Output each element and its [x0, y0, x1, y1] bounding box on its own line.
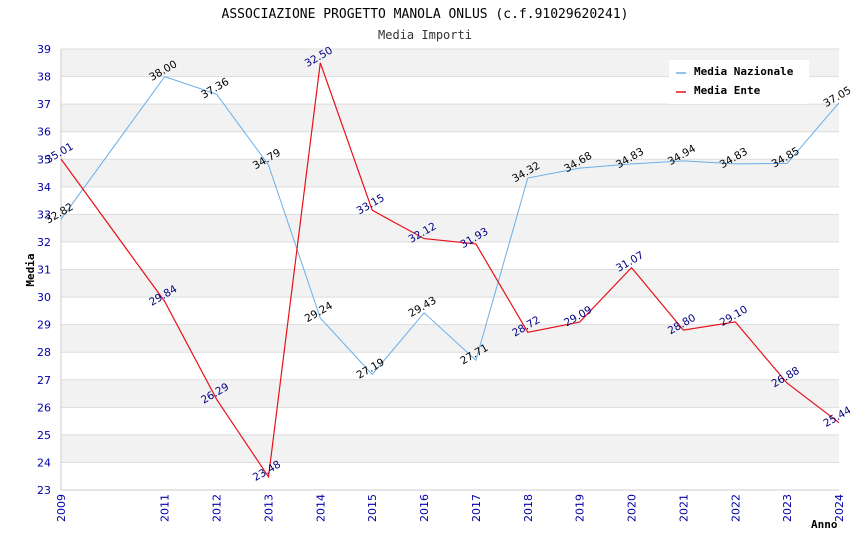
chart-subtitle: Media Importi [378, 28, 472, 42]
x-tick-label: 2023 [781, 494, 794, 522]
y-tick-label: 27 [37, 374, 51, 387]
x-tick-label: 2024 [833, 494, 846, 522]
grid-band [61, 352, 839, 380]
y-tick-label: 30 [37, 291, 51, 304]
grid-band [61, 462, 839, 490]
x-tick-label: 2013 [262, 494, 275, 522]
x-tick-label: 2019 [574, 494, 587, 522]
grid-band [61, 186, 839, 215]
x-tick-label: 2017 [470, 494, 483, 522]
y-tick-label: 39 [37, 43, 51, 56]
x-tick-label: 2009 [55, 494, 68, 522]
grid-band [61, 241, 839, 270]
legend-box [669, 60, 809, 104]
x-axis-label: Anno [811, 518, 838, 531]
grid-band [61, 434, 839, 463]
x-tick-label: 2011 [159, 494, 172, 522]
grid-band [61, 159, 839, 187]
series-lines [60, 62, 840, 479]
series-line-media-ente [60, 62, 840, 479]
y-tick-label: 28 [37, 346, 51, 359]
chart-legend: Media Nazionale Media Ente [669, 60, 809, 104]
x-tick-label: 2016 [418, 494, 431, 522]
x-tick-label: 2015 [366, 494, 379, 522]
y-tick-label: 33 [37, 208, 51, 221]
y-tick-label: 38 [37, 71, 51, 84]
x-tick-label: 2021 [677, 494, 690, 522]
x-tick-label: 2012 [211, 494, 224, 522]
grid-band [61, 214, 839, 242]
series-line-media-nazionale [60, 76, 840, 376]
y-axis-ticks: 23 24 25 26 27 28 29 30 31 32 33 34 35 36 37 38 39 [37, 43, 51, 497]
x-axis-ticks: 2009 2011 2012 2013 2014 2015 2016 2017 2018 2019… [55, 494, 846, 522]
plot-grid [60, 48, 839, 491]
x-tick-label: 2020 [626, 494, 639, 522]
grid-band [61, 104, 839, 132]
y-tick-label: 31 [37, 264, 51, 277]
y-tick-label: 24 [37, 456, 51, 469]
y-axis-label: Media [24, 253, 37, 286]
y-tick-label: 35 [37, 153, 51, 166]
legend-entry-media-ente: Media Ente [694, 84, 761, 97]
y-tick-label: 36 [37, 126, 51, 139]
grid-band [61, 297, 839, 325]
grid-band [61, 407, 839, 435]
grid-band [61, 324, 839, 353]
y-tick-label: 34 [37, 181, 51, 194]
y-tick-label: 23 [37, 484, 51, 497]
y-tick-label: 26 [37, 401, 51, 414]
y-tick-label: 25 [37, 429, 51, 442]
grid-band [61, 269, 839, 298]
y-tick-label: 32 [37, 236, 51, 249]
grid-band [61, 131, 839, 160]
x-tick-label: 2014 [314, 494, 327, 522]
y-tick-label: 37 [37, 98, 51, 111]
legend-entry-media-nazionale: Media Nazionale [694, 65, 794, 78]
chart-title: ASSOCIAZIONE PROGETTO MANOLA ONLUS (c.f.… [222, 7, 629, 22]
grid-band [61, 379, 839, 408]
x-tick-label: 2022 [729, 494, 742, 522]
y-tick-label: 29 [37, 319, 51, 332]
x-tick-label: 2018 [522, 494, 535, 522]
